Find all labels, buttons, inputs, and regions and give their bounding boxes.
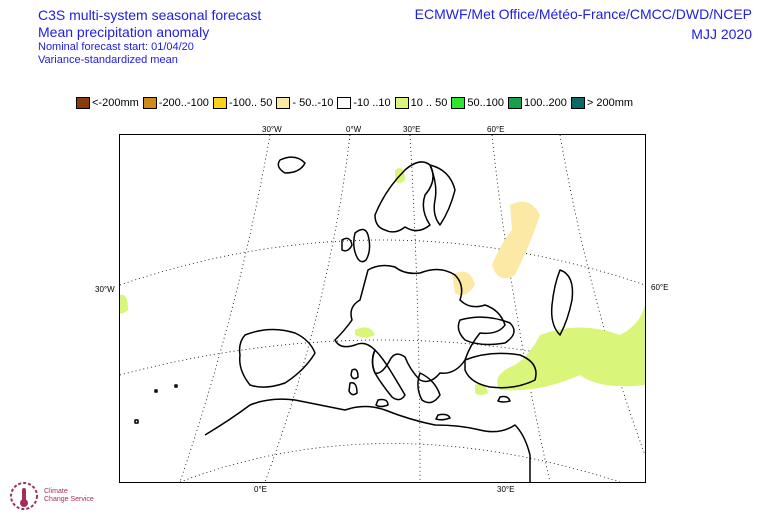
legend-swatch (508, 97, 523, 109)
c3s-logo-icon (10, 482, 38, 510)
main-title: C3S multi-system seasonal forecast (38, 7, 262, 23)
centres-label: ECMWF/Met Office/Météo-France/CMCC/DWD/N… (414, 6, 752, 22)
coastline-greece (417, 372, 441, 404)
legend-label: 10 .. 50 (410, 97, 448, 109)
coastlines (134, 156, 574, 482)
coastline-iceland (277, 156, 306, 174)
legend-item: 100..200 (508, 97, 567, 109)
legend: <-200mm -200..-100 -100.. 50 - 50..-10 -… (76, 95, 637, 111)
legend-swatch (570, 97, 585, 109)
coastline-italy (371, 349, 406, 401)
coastline-ireland (341, 237, 353, 252)
meridian-line (559, 135, 645, 456)
europe-map (120, 135, 645, 482)
coastline-north-africa (204, 398, 531, 482)
logo-text-line2: Change Service (44, 496, 94, 503)
coastline-scandinavia (374, 161, 434, 233)
period-label: MJJ 2020 (691, 26, 752, 42)
coastline-crete (435, 413, 451, 421)
legend-swatch (394, 97, 409, 109)
forecast-start: Nominal forecast start: 01/04/20 (38, 41, 194, 53)
legend-item: - 50..-10 (276, 97, 333, 109)
tick-top-0w: 0°W (346, 125, 362, 134)
coastline-europe (334, 264, 506, 383)
dry-anomaly-area (492, 201, 540, 279)
logo-text: Climate Change Service (44, 488, 94, 504)
coastline-island (154, 389, 158, 393)
legend-label: -200..-100 (158, 97, 209, 109)
coastline-sardinia (348, 381, 358, 396)
tick-left-30w: 30°W (95, 285, 115, 294)
legend-swatch (276, 97, 291, 109)
coastline-island (174, 384, 178, 388)
sub-title: Mean precipitation anomaly (38, 24, 210, 40)
parallel-line (120, 239, 645, 286)
meridian-line (491, 135, 551, 482)
parallel-line (179, 443, 621, 482)
meridian-line (179, 135, 271, 482)
legend-item: 10 .. 50 (394, 97, 448, 109)
centres-block: ECMWF/Met Office/Météo-France/CMCC/DWD/N… (415, 4, 752, 44)
legend-swatch (212, 97, 227, 109)
legend-swatch (337, 97, 352, 109)
c3s-logo: Climate Change Service (6, 478, 101, 516)
tick-top-30w: 30°W (262, 125, 282, 134)
wet-anomaly-area (120, 294, 128, 314)
coastline-black-sea (457, 316, 515, 346)
legend-item: -10 ..10 (337, 97, 391, 109)
graticule (120, 135, 645, 482)
method-label: Variance-standardized mean (38, 54, 178, 66)
legend-label: 50..100 (467, 97, 505, 109)
coastline-cyprus (497, 395, 511, 403)
tick-bottom-30e: 30°E (497, 485, 515, 494)
meridian-line (409, 135, 421, 482)
legend-item: -200..-100 (142, 97, 209, 109)
legend-item: > 200mm (570, 97, 634, 109)
coastline-iberia (238, 328, 316, 388)
legend-label: -10 ..10 (353, 97, 391, 109)
legend-label: <-200mm (92, 97, 139, 109)
legend-label: - 50..-10 (292, 97, 334, 109)
coastline-caspian (550, 269, 574, 336)
tick-right-60e: 60°E (651, 283, 669, 292)
legend-swatch (142, 97, 157, 109)
legend-item: 50..100 (451, 97, 504, 109)
coastline-sicily (375, 398, 389, 408)
legend-swatch (76, 97, 90, 109)
coastline-island (134, 419, 139, 424)
tick-top-60e: 60°E (487, 125, 505, 134)
logo-text-line1: Climate (44, 488, 68, 495)
legend-label: > 200mm (586, 97, 634, 109)
wet-anomaly-area (497, 305, 645, 391)
coastline-finland (429, 164, 456, 226)
legend-item: <-200mm (76, 97, 139, 109)
anomaly-areas (120, 167, 645, 395)
coastline-britain (352, 228, 371, 263)
legend-item: -100.. 50 (212, 97, 273, 109)
title-block: C3S multi-system seasonal forecast Mean … (38, 7, 261, 67)
tick-bottom-0e: 0°E (254, 485, 267, 494)
legend-label: 100..200 (524, 97, 567, 109)
legend-swatch (451, 97, 466, 109)
wet-anomaly-area (355, 327, 375, 338)
meridian-line (264, 135, 351, 482)
coastline-corsica (350, 368, 359, 380)
map-panel (119, 134, 646, 483)
legend-label: -100.. 50 (228, 97, 273, 109)
coastline-turkey (464, 352, 537, 389)
tick-top-30e: 30°E (403, 125, 421, 134)
